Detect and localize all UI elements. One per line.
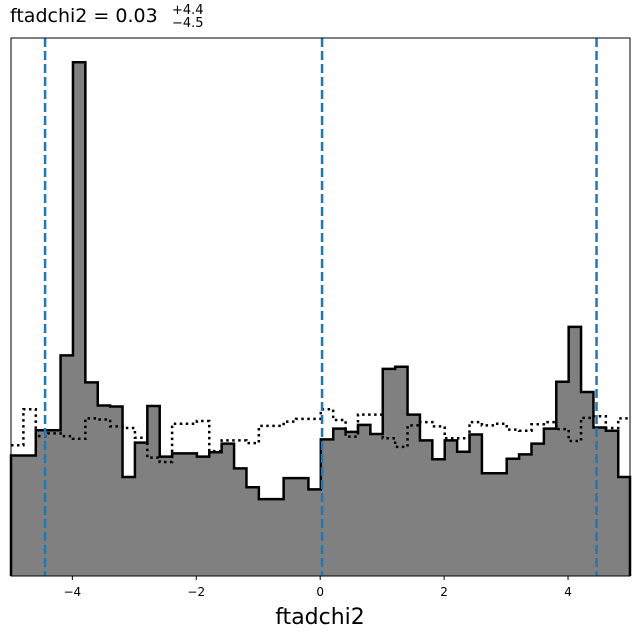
histogram-bar	[209, 452, 223, 576]
histogram-bar	[345, 431, 359, 576]
histogram-bar	[469, 434, 483, 576]
x-tick-label: 4	[564, 585, 572, 599]
histogram-bar	[531, 443, 545, 576]
histogram-bar	[271, 499, 285, 576]
histogram-bar	[382, 368, 396, 576]
x-tick-label: 0	[316, 585, 324, 599]
histogram-bar	[196, 456, 210, 576]
histogram-outline	[9, 60, 632, 576]
histogram-bar	[581, 392, 594, 576]
x-axis-ticks: −4 −2 0 2 4	[63, 576, 572, 599]
histogram-bar	[407, 414, 421, 576]
histogram-bar	[543, 428, 557, 576]
histogram-bar	[283, 478, 297, 576]
histogram-bar	[494, 473, 508, 576]
histogram-bar	[60, 355, 74, 576]
histogram-bar	[122, 477, 136, 576]
histogram-bar	[568, 326, 582, 576]
histogram-bar	[605, 430, 619, 576]
histogram-bar	[221, 443, 235, 576]
histogram-bar	[48, 430, 62, 576]
x-axis-label: ftadchi2	[275, 605, 365, 630]
title-median: 0.03	[115, 5, 157, 27]
histogram-bar	[444, 440, 458, 576]
plot-area	[9, 60, 632, 576]
x-tick-label: −4	[63, 585, 81, 599]
histogram-bar	[147, 405, 161, 576]
histogram-bar	[159, 456, 173, 576]
reference-lines	[43, 38, 598, 576]
x-tick-label: 2	[440, 585, 448, 599]
histogram-bar	[457, 451, 471, 576]
title-parameter: ftadchi2	[10, 5, 87, 27]
title-upper-error: +4.4	[172, 3, 204, 18]
histogram-bar	[11, 455, 24, 576]
histogram-bar	[432, 459, 446, 576]
histogram-bar	[320, 439, 334, 576]
histogram-bar	[35, 430, 49, 576]
histogram-bar	[172, 453, 185, 576]
histogram-bar	[296, 478, 309, 576]
histogram-bar	[519, 454, 532, 576]
histogram-bar	[308, 489, 322, 576]
histogram-bar	[333, 428, 347, 576]
x-tick-label: −2	[187, 585, 205, 599]
histogram-bar	[23, 455, 37, 576]
histogram-bar	[481, 473, 495, 576]
histogram-bar	[357, 424, 371, 576]
histogram-bar	[370, 433, 384, 576]
histogram-bar	[110, 406, 124, 576]
chart-title: ftadchi2 = 0.03	[10, 5, 158, 27]
histogram-bar	[556, 381, 570, 576]
histogram-bar	[258, 499, 272, 576]
histogram-bar	[97, 405, 111, 576]
histogram-bar	[618, 477, 631, 576]
histogram-bar	[72, 62, 86, 576]
histogram-bar	[395, 366, 409, 576]
histogram-bar	[184, 453, 198, 576]
title-equals: =	[87, 5, 115, 27]
histogram-bar	[246, 487, 260, 576]
histogram-bar	[134, 442, 148, 576]
histogram-bar	[506, 458, 520, 576]
title-lower-error: −4.5	[172, 16, 204, 31]
histogram-bar	[419, 440, 433, 576]
histogram-bar	[234, 468, 247, 576]
histogram-bar	[85, 382, 99, 576]
